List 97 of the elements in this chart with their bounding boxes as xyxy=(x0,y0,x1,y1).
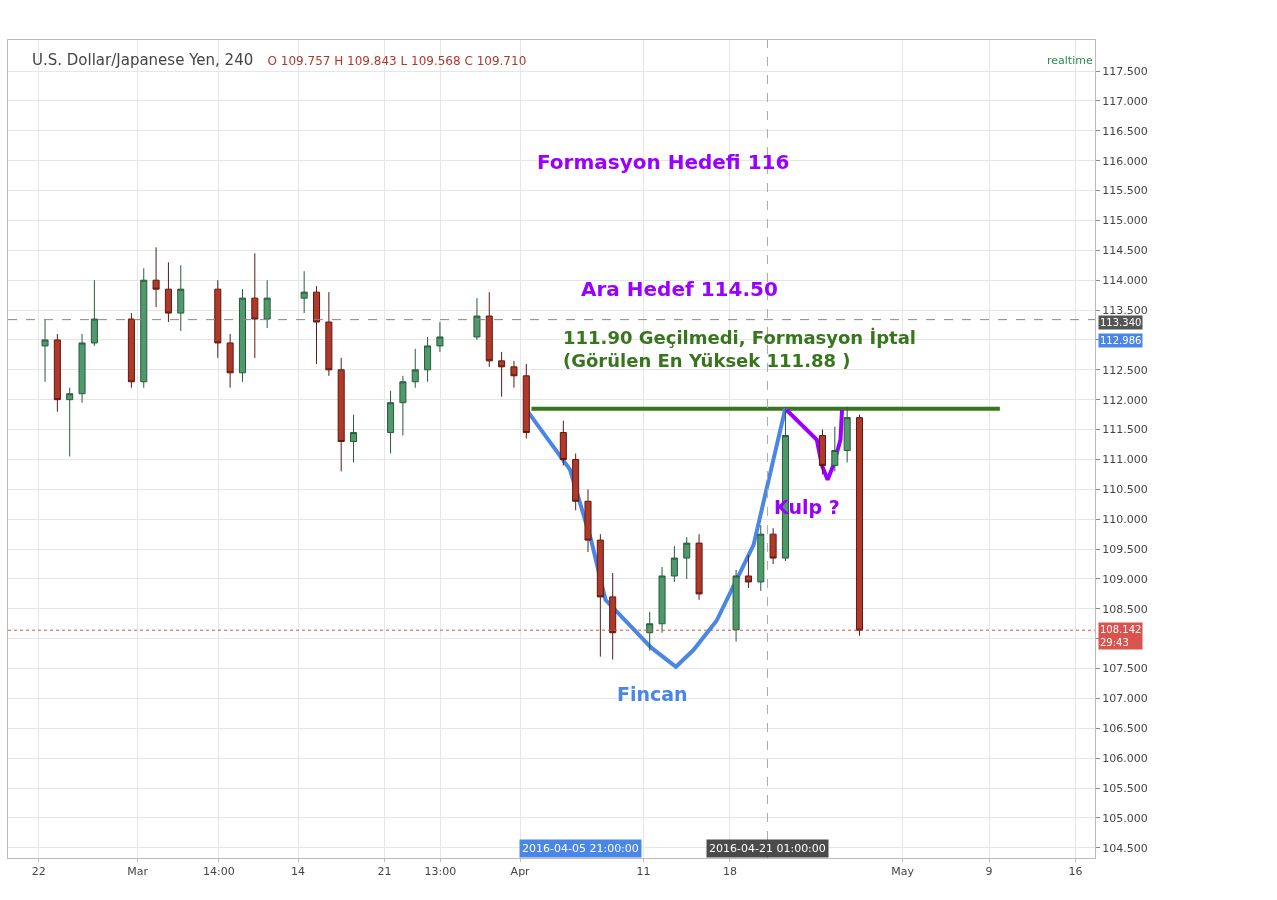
candlestick xyxy=(337,357,345,472)
y-tick-label: 110.000 xyxy=(1102,513,1148,527)
candlestick xyxy=(152,246,160,308)
y-tick-label: 112.000 xyxy=(1102,393,1148,407)
candlestick xyxy=(350,414,358,463)
ref-line-label: 2016-04-21 01:00:00 xyxy=(709,842,826,855)
candlestick xyxy=(66,387,74,457)
x-tick-label: 22 xyxy=(31,865,46,879)
candlestick xyxy=(559,420,567,466)
y-tick-label: 109.500 xyxy=(1102,542,1148,556)
candlestick xyxy=(214,279,222,359)
y-tick-label: 114.000 xyxy=(1102,274,1148,288)
text: 112.986 xyxy=(1100,335,1142,346)
y-tick-label: 110.500 xyxy=(1102,483,1148,497)
candlestick xyxy=(843,406,851,463)
y-tick-label: 113.500 xyxy=(1102,303,1148,317)
candlestick xyxy=(769,527,777,565)
candlestick xyxy=(90,279,98,347)
y-tick-label: 109.000 xyxy=(1102,572,1148,586)
candlestick xyxy=(670,545,678,583)
candlestick xyxy=(263,279,271,329)
candlestick xyxy=(78,333,86,404)
candlestick xyxy=(498,351,506,398)
y-tick-label: 111.500 xyxy=(1102,423,1148,437)
y-tick-label: 107.000 xyxy=(1102,692,1148,706)
candlestick xyxy=(436,321,444,353)
x-tick-label: 13:00 xyxy=(424,865,457,879)
x-tick-label: 14 xyxy=(291,865,305,879)
candlestick xyxy=(584,488,592,553)
y-tick-label: 116.500 xyxy=(1102,124,1148,138)
x-tick-label: 11 xyxy=(636,865,651,879)
series-label: Fincan xyxy=(617,683,688,705)
y-tick-label: 115.000 xyxy=(1102,214,1148,228)
candlestick xyxy=(732,569,740,643)
y-tick-label: 116.000 xyxy=(1102,154,1148,168)
candlestick xyxy=(424,336,432,383)
y-tick-label: 106.500 xyxy=(1102,722,1148,736)
y-tick-label: 105.500 xyxy=(1102,781,1148,795)
candlestick xyxy=(411,348,419,389)
text: O 109.757 H 109.843 L 109.568 C 109.710 xyxy=(267,54,527,69)
y-tick-label: 117.500 xyxy=(1102,64,1148,78)
candlestick xyxy=(609,572,617,661)
y-tick-label: 104.500 xyxy=(1102,841,1148,855)
candlestick xyxy=(312,285,321,365)
x-tick-label: 14:00 xyxy=(202,865,235,879)
candlestick xyxy=(855,414,864,637)
y-tick-label: 107.500 xyxy=(1102,662,1148,676)
x-tick-label: Apr xyxy=(510,865,531,879)
annotation: realtime xyxy=(1047,54,1093,67)
candlestick xyxy=(485,291,493,368)
annotation: Formasyon Hedefi 116 xyxy=(537,150,790,174)
candlestick xyxy=(473,297,481,341)
candlestick xyxy=(572,452,580,511)
candlestick xyxy=(510,360,518,389)
candlestick xyxy=(831,426,839,472)
x-tick-label: 9 xyxy=(985,865,993,879)
candlestick xyxy=(41,318,49,383)
text: U.S. Dollar/Japanese Yen, 240 xyxy=(32,51,254,70)
candlestick xyxy=(300,270,308,314)
candlestick xyxy=(325,291,333,377)
x-tick-label: Mar xyxy=(127,865,149,879)
x-tick-label: 18 xyxy=(722,865,737,879)
candlestick xyxy=(238,288,246,383)
y-tick-label: 105.000 xyxy=(1102,811,1148,825)
y-tick-label: 112.500 xyxy=(1102,363,1148,377)
y-tick-label: 106.000 xyxy=(1102,752,1148,766)
y-tick-label: 117.000 xyxy=(1102,94,1148,108)
ref-line-label: 113.340 xyxy=(1100,317,1142,328)
y-tick-label: 114.500 xyxy=(1102,244,1148,258)
candlestick xyxy=(744,554,752,589)
annotation: Ara Hedef 114.50 xyxy=(581,277,778,301)
x-tick-label: 21 xyxy=(377,865,392,879)
candlestick xyxy=(399,375,407,437)
candlestick xyxy=(177,264,185,332)
candlestick xyxy=(226,333,234,389)
candlestick xyxy=(683,536,691,580)
candlestick xyxy=(695,533,703,601)
candlestick xyxy=(127,312,135,389)
candlestick xyxy=(387,390,395,454)
candlestick xyxy=(818,429,826,475)
candlestick xyxy=(522,363,530,440)
candlestick xyxy=(164,261,172,323)
annotation: 2016-04-05 21:00:00 xyxy=(522,842,639,855)
candlestick xyxy=(646,611,654,652)
candlestick xyxy=(53,333,61,413)
candlestick xyxy=(658,566,666,634)
y-tick-label: 108.500 xyxy=(1102,602,1148,616)
candlestick xyxy=(596,533,604,658)
x-tick-label: May xyxy=(891,865,915,879)
candlestick xyxy=(757,524,765,592)
x-tick-label: 16 xyxy=(1068,865,1083,879)
text: 111.90 Geçilmedi, Formasyon İptal (Görülen En Yüksek 111.88 ) xyxy=(563,327,916,372)
candlestick xyxy=(251,252,259,359)
ref-line-label: 108.142 29:43 xyxy=(1100,624,1142,648)
y-tick-label: 115.500 xyxy=(1102,184,1148,198)
candlestick xyxy=(140,267,148,389)
y-tick-label: 111.000 xyxy=(1102,453,1148,467)
